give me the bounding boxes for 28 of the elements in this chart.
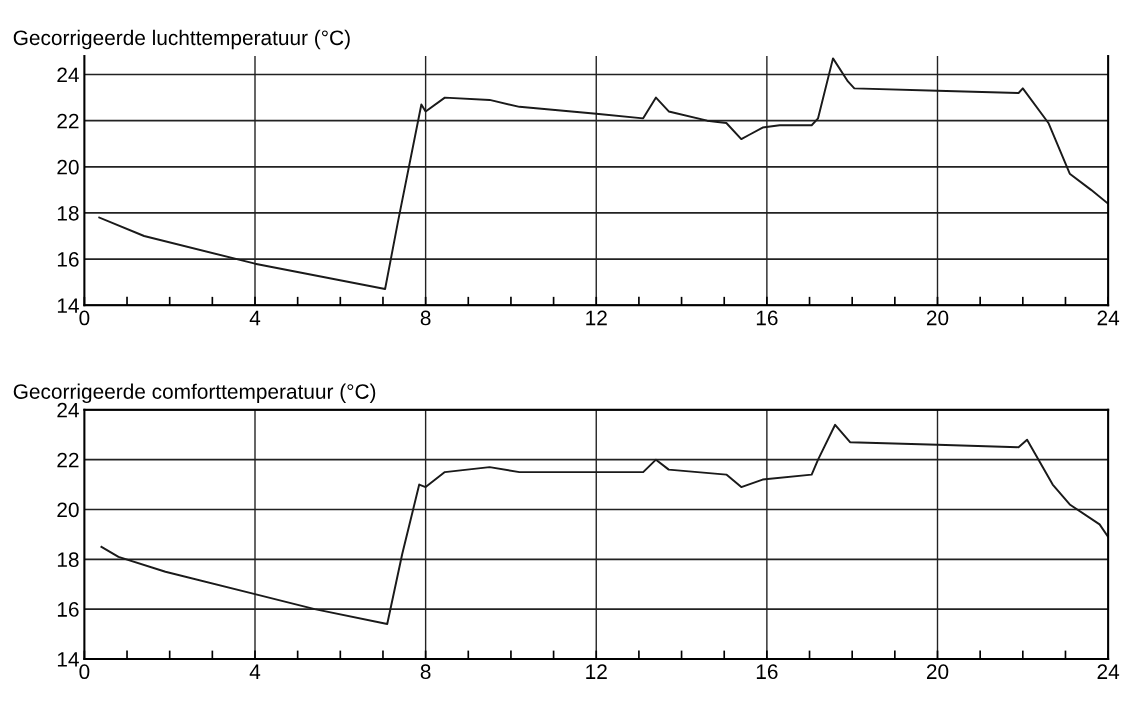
x-tick-label: 12 xyxy=(586,310,607,326)
y-tick-label: 24 xyxy=(57,67,79,83)
y-tick-label: 16 xyxy=(57,252,79,267)
y-tick-label: 22 xyxy=(57,452,79,468)
x-tick-label: 8 xyxy=(420,664,431,680)
y-tick-label: 18 xyxy=(57,205,79,221)
y-tick-label: 20 xyxy=(57,159,79,175)
x-tick-label: 0 xyxy=(79,664,90,680)
y-tick-label: 24 xyxy=(57,402,79,418)
y-tick-label: 14 xyxy=(57,298,79,313)
chart-title: Gecorrigeerde comforttemperatuur (°C) xyxy=(13,383,376,404)
x-tick-label: 16 xyxy=(756,664,778,680)
x-tick-label: 20 xyxy=(926,664,949,680)
x-tick-label: 24 xyxy=(1097,664,1120,679)
y-tick-label: 22 xyxy=(57,113,79,129)
x-tick-label: 4 xyxy=(249,310,261,326)
chart-title: Gecorrigeerde luchttemperatuur (°C) xyxy=(13,29,350,50)
x-tick-label: 12 xyxy=(586,664,607,679)
x-tick-label: 20 xyxy=(926,310,949,326)
y-tick-label: 14 xyxy=(57,652,79,667)
y-tick-label: 20 xyxy=(57,502,79,518)
x-tick-label: 4 xyxy=(249,664,261,679)
y-tick-label: 16 xyxy=(57,602,79,617)
y-tick-label: 18 xyxy=(57,552,79,568)
x-tick-label: 16 xyxy=(756,310,778,326)
x-tick-label: 0 xyxy=(79,310,90,326)
x-tick-label: 8 xyxy=(420,310,431,326)
x-tick-label: 24 xyxy=(1097,310,1120,326)
